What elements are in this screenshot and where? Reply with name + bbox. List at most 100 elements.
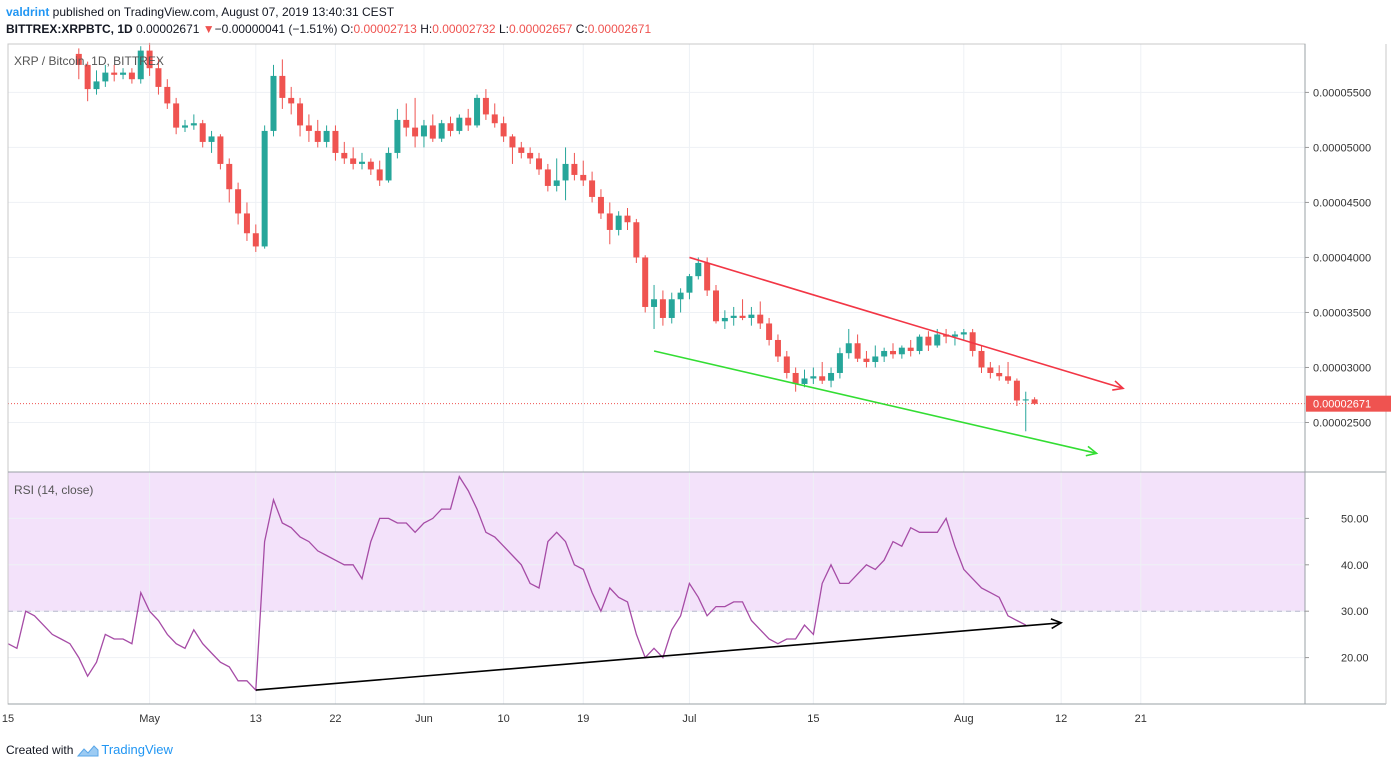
candle [881, 347, 888, 362]
candle-body [898, 347, 905, 355]
candle [270, 64, 277, 137]
candle-body [571, 163, 578, 175]
rsi-pane-title: RSI (14, close) [14, 483, 93, 497]
candle [208, 130, 215, 153]
candle-body [960, 332, 967, 335]
x-tick-label: 15 [807, 713, 819, 725]
candles [8, 42, 1305, 432]
candle-body [252, 233, 259, 247]
candle [75, 48, 82, 80]
candle [668, 292, 675, 324]
published-text: published on TradingView.com, August 07,… [49, 5, 395, 19]
candle-body [270, 75, 277, 131]
x-tick-label: 21 [1135, 713, 1147, 725]
x-tick-label: 12 [1055, 713, 1067, 725]
candle [261, 125, 268, 249]
price-tick-label: 0.00003000 [1313, 362, 1371, 374]
candle [93, 70, 100, 95]
candle-body [1031, 399, 1038, 404]
candle [713, 284, 719, 324]
candle-body [916, 336, 923, 351]
candle-body [801, 378, 808, 384]
candle-body [235, 189, 242, 214]
candle-body [208, 136, 215, 142]
candle [332, 125, 339, 161]
candle [137, 46, 144, 84]
support-line [653, 350, 1099, 457]
candle-body [686, 276, 693, 293]
candle-body [111, 72, 118, 75]
candle-body [243, 213, 250, 234]
price-tick-label: 0.00005000 [1313, 142, 1371, 154]
tradingview-brand[interactable]: TradingView [101, 742, 173, 757]
candle-body [659, 299, 666, 318]
candle [1005, 361, 1012, 384]
candle-body [75, 53, 82, 65]
last-price-tag [1306, 395, 1391, 412]
last-price-label: 0.00002671 [1313, 399, 1371, 411]
candle-body [589, 180, 596, 197]
candle [562, 147, 569, 201]
price-tick-label: 0.00004500 [1313, 197, 1371, 209]
candle [314, 119, 321, 148]
candle [1022, 391, 1029, 432]
price-pane-title: XRP / Bitcoin, 1D, BITTREX [14, 54, 164, 68]
author-name[interactable]: valdrint [6, 5, 50, 19]
candle-body [863, 358, 870, 362]
candle [146, 42, 153, 76]
candle [651, 284, 658, 329]
candle [695, 257, 702, 280]
candle-body [881, 350, 888, 357]
candle-body [783, 356, 790, 373]
candle [323, 125, 330, 148]
candle [182, 119, 188, 133]
candle [305, 114, 312, 142]
candle-body [721, 317, 728, 322]
tradingview-logo-icon [77, 745, 99, 757]
candle [553, 158, 560, 192]
candle [890, 343, 896, 359]
candle [120, 68, 127, 80]
candle-body [297, 103, 304, 126]
candle-body [491, 114, 498, 124]
candle-body [217, 136, 224, 164]
candle-body [120, 72, 127, 75]
candle [1013, 378, 1020, 406]
candle [128, 68, 135, 84]
rsi-tick-label: 50.00 [1341, 513, 1369, 525]
candle [659, 290, 666, 326]
high-value: 0.00002732 [432, 22, 496, 36]
x-tick-label: 19 [577, 713, 589, 725]
candle [836, 347, 843, 379]
rsi-tick-label: 30.00 [1341, 606, 1369, 618]
candle [500, 116, 507, 142]
candle [235, 182, 242, 225]
candle [111, 64, 118, 82]
down-arrow-icon: ▼ [202, 22, 215, 36]
candle-body [447, 123, 454, 131]
candle [704, 257, 711, 296]
candle [960, 328, 967, 340]
candle [217, 134, 224, 170]
candle-body [580, 174, 587, 181]
footer: Created with TradingView [6, 742, 173, 758]
close-label: C: [575, 22, 588, 36]
candle [279, 59, 286, 109]
candle-body [518, 147, 525, 153]
candle-body [828, 372, 835, 381]
candle-body [359, 161, 365, 164]
candle [474, 94, 481, 128]
rsi-tick-label: 20.00 [1341, 653, 1369, 665]
candle-body [597, 196, 604, 214]
x-tick-label: 15 [2, 713, 14, 725]
rsi-trend-line-segment [255, 622, 1062, 691]
candle-body [792, 372, 799, 384]
candle-body [651, 299, 658, 307]
candle [252, 224, 259, 252]
candle-body [624, 215, 631, 223]
candle [748, 306, 755, 326]
candle [385, 147, 392, 183]
x-tick-label: 10 [497, 713, 509, 725]
candle-body [1005, 376, 1012, 381]
